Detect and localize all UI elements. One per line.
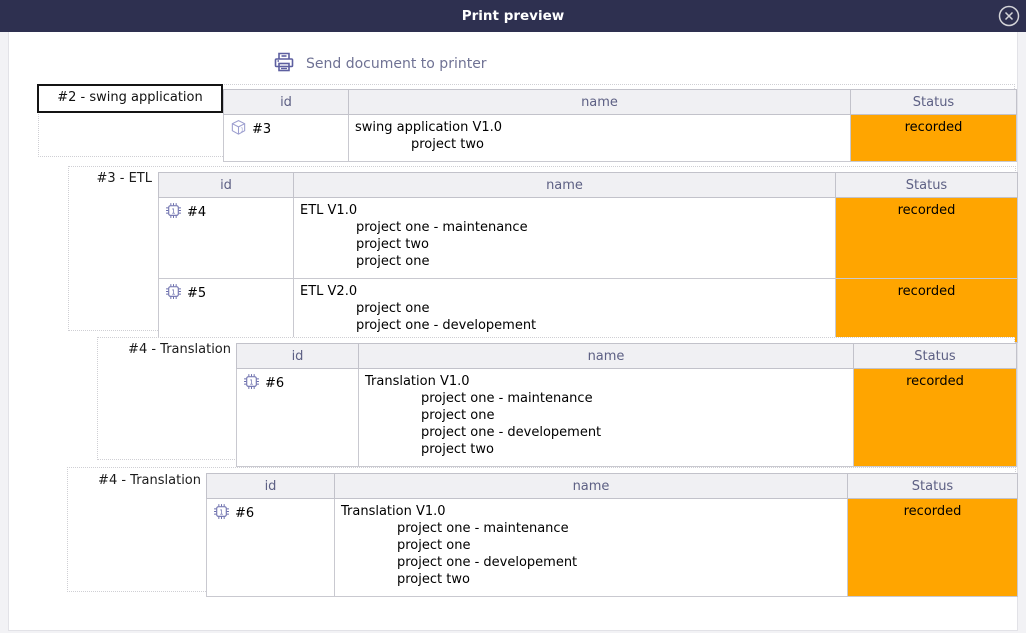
project-name: project one bbox=[421, 408, 495, 423]
column-header-name: name bbox=[348, 89, 851, 115]
row-id: #4 bbox=[187, 205, 207, 220]
project-name: project one - developement bbox=[421, 425, 602, 440]
svg-text:1: 1 bbox=[219, 508, 223, 516]
version-name: Translation V1.0 bbox=[341, 504, 446, 519]
version-name: ETL V1.0 bbox=[300, 203, 358, 218]
project-name: project one bbox=[356, 254, 430, 269]
project-name: project one - developement bbox=[356, 318, 537, 333]
section-label: #2 - swing application bbox=[37, 84, 223, 113]
chip-icon: 1 bbox=[165, 283, 182, 305]
column-header-id: id bbox=[223, 89, 349, 115]
project-name: project two bbox=[356, 237, 429, 252]
package-cube-icon: 1 bbox=[230, 119, 247, 141]
svg-text:1: 1 bbox=[171, 207, 175, 215]
id-cell: 1 #6 bbox=[236, 368, 359, 467]
column-header-name: name bbox=[358, 343, 854, 369]
name-cell: ETL V1.0 project one - maintenance proje… bbox=[293, 197, 836, 279]
print-section-1: #2 - swing application id name Status 1 … bbox=[37, 84, 1017, 162]
status-badge: recorded bbox=[853, 368, 1017, 467]
project-name: project one - maintenance bbox=[397, 521, 569, 536]
status-badge: recorded bbox=[850, 114, 1017, 162]
section-label: #4 - Translation bbox=[98, 473, 201, 488]
status-badge: recorded bbox=[847, 498, 1018, 597]
project-name: project one - developement bbox=[397, 555, 578, 570]
table-row: 1 #6 Translation V1.0 project one - main… bbox=[206, 498, 1018, 597]
table-row: 1 #4 ETL V1.0 project one - maintenance … bbox=[158, 197, 1018, 279]
print-section-4: #4 - Translation id name Status 1 #6 Tra… bbox=[67, 467, 1018, 597]
row-id: #5 bbox=[187, 286, 207, 301]
version-name: ETL V2.0 bbox=[300, 284, 358, 299]
svg-text:1: 1 bbox=[249, 378, 253, 386]
column-header-id: id bbox=[158, 172, 294, 198]
id-cell: 1 #4 bbox=[158, 197, 294, 279]
send-to-printer-label: Send document to printer bbox=[306, 56, 487, 72]
print-section-3: #4 - Translation id name Status 1 #6 Tra… bbox=[97, 337, 1017, 467]
section-label: #4 - Translation bbox=[128, 342, 231, 357]
row-id: #6 bbox=[265, 376, 285, 391]
column-header-id: id bbox=[206, 473, 335, 499]
dialog-titlebar: Print preview bbox=[0, 0, 1026, 32]
name-cell: swing application V1.0 project two bbox=[348, 114, 851, 162]
svg-text:1: 1 bbox=[240, 128, 244, 134]
print-section-2: #3 - ETL id name Status 1 #4 ETL V1.0 pr… bbox=[68, 166, 1018, 343]
id-cell: 1 #3 bbox=[223, 114, 349, 162]
svg-text:1: 1 bbox=[171, 288, 175, 296]
name-cell: Translation V1.0 project one - maintenan… bbox=[334, 498, 848, 597]
project-name: project one - maintenance bbox=[356, 220, 528, 235]
table-row: 1 #6 Translation V1.0 project one - main… bbox=[236, 368, 1017, 467]
chip-icon: 1 bbox=[165, 202, 182, 224]
column-header-status: Status bbox=[835, 172, 1018, 198]
results-table: id name Status 1 #3 swing application V1… bbox=[223, 89, 1017, 162]
results-table: id name Status 1 #6 Translation V1.0 pro… bbox=[236, 343, 1017, 467]
table-row: 1 #3 swing application V1.0 project two … bbox=[223, 114, 1017, 162]
send-to-printer-link[interactable]: Send document to printer bbox=[272, 50, 487, 78]
name-cell: Translation V1.0 project one - maintenan… bbox=[358, 368, 854, 467]
project-name: project one bbox=[356, 301, 430, 316]
dialog-title: Print preview bbox=[461, 8, 565, 24]
project-name: project one - maintenance bbox=[421, 391, 593, 406]
section-label: #3 - ETL bbox=[96, 171, 152, 186]
column-header-name: name bbox=[334, 473, 848, 499]
chip-icon: 1 bbox=[213, 503, 230, 525]
row-id: #3 bbox=[252, 122, 272, 137]
status-badge: recorded bbox=[835, 197, 1018, 279]
chip-icon: 1 bbox=[243, 373, 260, 395]
results-table: id name Status 1 #6 Translation V1.0 pro… bbox=[206, 473, 1018, 597]
table-row: 1 #5 ETL V2.0 project one project one - … bbox=[158, 278, 1018, 343]
version-name: swing application V1.0 bbox=[355, 120, 503, 135]
column-header-name: name bbox=[293, 172, 836, 198]
project-name: project two bbox=[397, 572, 470, 587]
column-header-id: id bbox=[236, 343, 359, 369]
project-name: project one bbox=[397, 538, 471, 553]
version-name: Translation V1.0 bbox=[365, 374, 470, 389]
project-name: project two bbox=[411, 137, 484, 152]
close-button[interactable] bbox=[997, 4, 1021, 28]
printer-icon bbox=[272, 50, 296, 78]
results-table: id name Status 1 #4 ETL V1.0 project one… bbox=[158, 172, 1018, 343]
circle-x-icon bbox=[997, 4, 1021, 31]
id-cell: 1 #5 bbox=[158, 278, 294, 343]
status-badge: recorded bbox=[835, 278, 1018, 343]
column-header-status: Status bbox=[847, 473, 1018, 499]
row-id: #6 bbox=[235, 506, 255, 521]
name-cell: ETL V2.0 project one project one - devel… bbox=[293, 278, 836, 343]
column-header-status: Status bbox=[850, 89, 1017, 115]
id-cell: 1 #6 bbox=[206, 498, 335, 597]
column-header-status: Status bbox=[853, 343, 1017, 369]
project-name: project two bbox=[421, 442, 494, 457]
